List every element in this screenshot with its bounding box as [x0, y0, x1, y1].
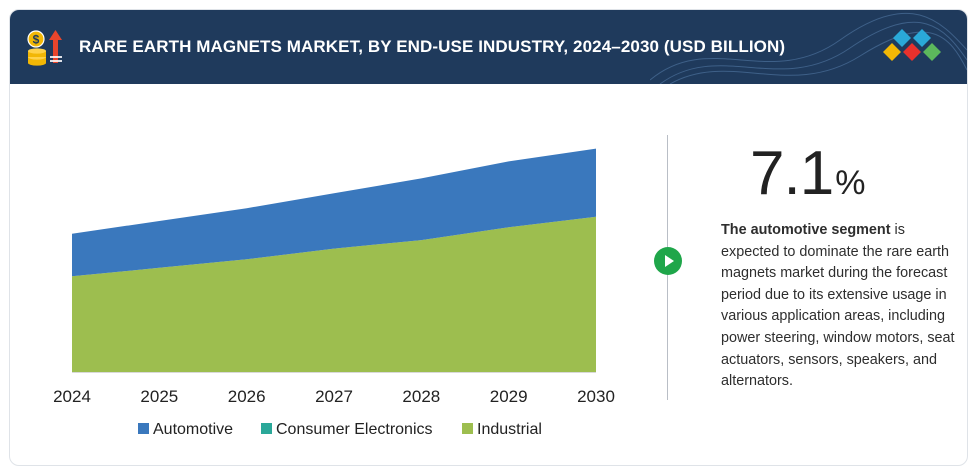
legend-item-automotive: Automotive	[138, 421, 233, 438]
kpi-unit: %	[835, 164, 866, 202]
stacked-area-chart: 2024 2025 2026 2027 2028 2029 2030 Automotive Co…	[53, 148, 615, 438]
legend-swatch	[138, 423, 149, 434]
area-industrial	[72, 216, 596, 372]
x-tick-label: 2025	[140, 387, 178, 406]
x-tick-label: 2026	[228, 387, 266, 406]
play-icon[interactable]	[653, 246, 683, 276]
legend-label: Automotive	[153, 421, 233, 438]
x-tick-label: 2027	[315, 387, 353, 406]
x-tick-label: 2030	[577, 387, 615, 406]
legend-label: Consumer Electronics	[276, 421, 433, 438]
legend-label: Industrial	[477, 421, 542, 438]
x-tick-label: 2029	[490, 387, 528, 406]
legend-swatch	[462, 423, 473, 434]
area-automotive	[72, 148, 596, 277]
x-tick-label: 2028	[402, 387, 440, 406]
x-tick-label: 2024	[53, 387, 91, 406]
svg-text:$: $	[33, 33, 40, 47]
header-bar: $ RARE EARTH MAGNETS MARKET, BY END-USE …	[10, 10, 967, 84]
kpi-value: 7.1	[750, 139, 834, 208]
brand-diamonds-logo	[883, 29, 941, 61]
description-rest: is expected to dominate the rare earth m…	[721, 222, 955, 390]
decorative-waves	[650, 12, 967, 84]
legend-item-consumer-electronics: Consumer Electronics	[261, 421, 433, 438]
chart-card: $ RARE EARTH MAGNETS MARKET, BY END-USE …	[9, 9, 968, 466]
coins-growth-icon: $	[27, 30, 62, 66]
legend-swatch	[261, 423, 272, 434]
description-bold: The automotive segment	[721, 222, 891, 238]
chart-title: RARE EARTH MAGNETS MARKET, BY END-USE IN…	[79, 37, 786, 56]
description-text: The automotive segment is expected to do…	[721, 220, 956, 393]
legend-item-industrial: Industrial	[462, 421, 542, 438]
cagr-kpi: 7.1%	[750, 136, 865, 212]
